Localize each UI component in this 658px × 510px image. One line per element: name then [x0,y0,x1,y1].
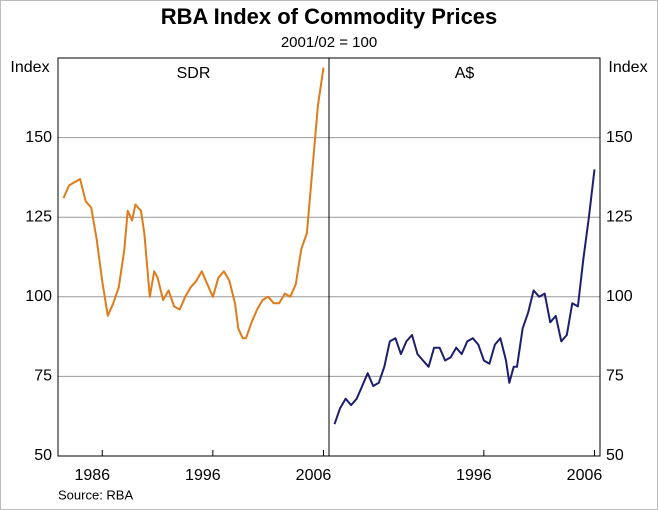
plot-border [328,57,601,457]
chart-subtitle: 2001/02 = 100 [281,34,377,51]
y-tick-label: 125 [25,208,52,225]
y-axis-label: Index [608,59,647,76]
x-tick-label: 1996 [185,467,221,484]
series-line [333,169,596,425]
source: Source: RBA [58,487,133,502]
x-tick-label: 2006 [296,467,332,484]
y-axis-label: Index [10,59,49,76]
y-tick-label: 100 [25,288,52,305]
x-tick-label: 1996 [456,467,492,484]
y-tick-label: 75 [34,368,52,385]
series-line [62,67,325,340]
panel-label: SDR [177,65,211,82]
y-tick-label: 50 [606,447,624,464]
y-tick-label: 100 [606,288,633,305]
y-tick-label: 125 [606,208,633,225]
chart-title: RBA Index of Commodity Prices [161,4,498,29]
x-tick-label: 2006 [567,467,603,484]
panel-label: A$ [455,65,475,82]
x-tick-label: 1986 [74,467,110,484]
y-tick-label: 75 [606,368,624,385]
y-tick-label: 150 [25,129,52,146]
y-tick-label: 150 [606,129,633,146]
y-tick-label: 50 [34,447,52,464]
